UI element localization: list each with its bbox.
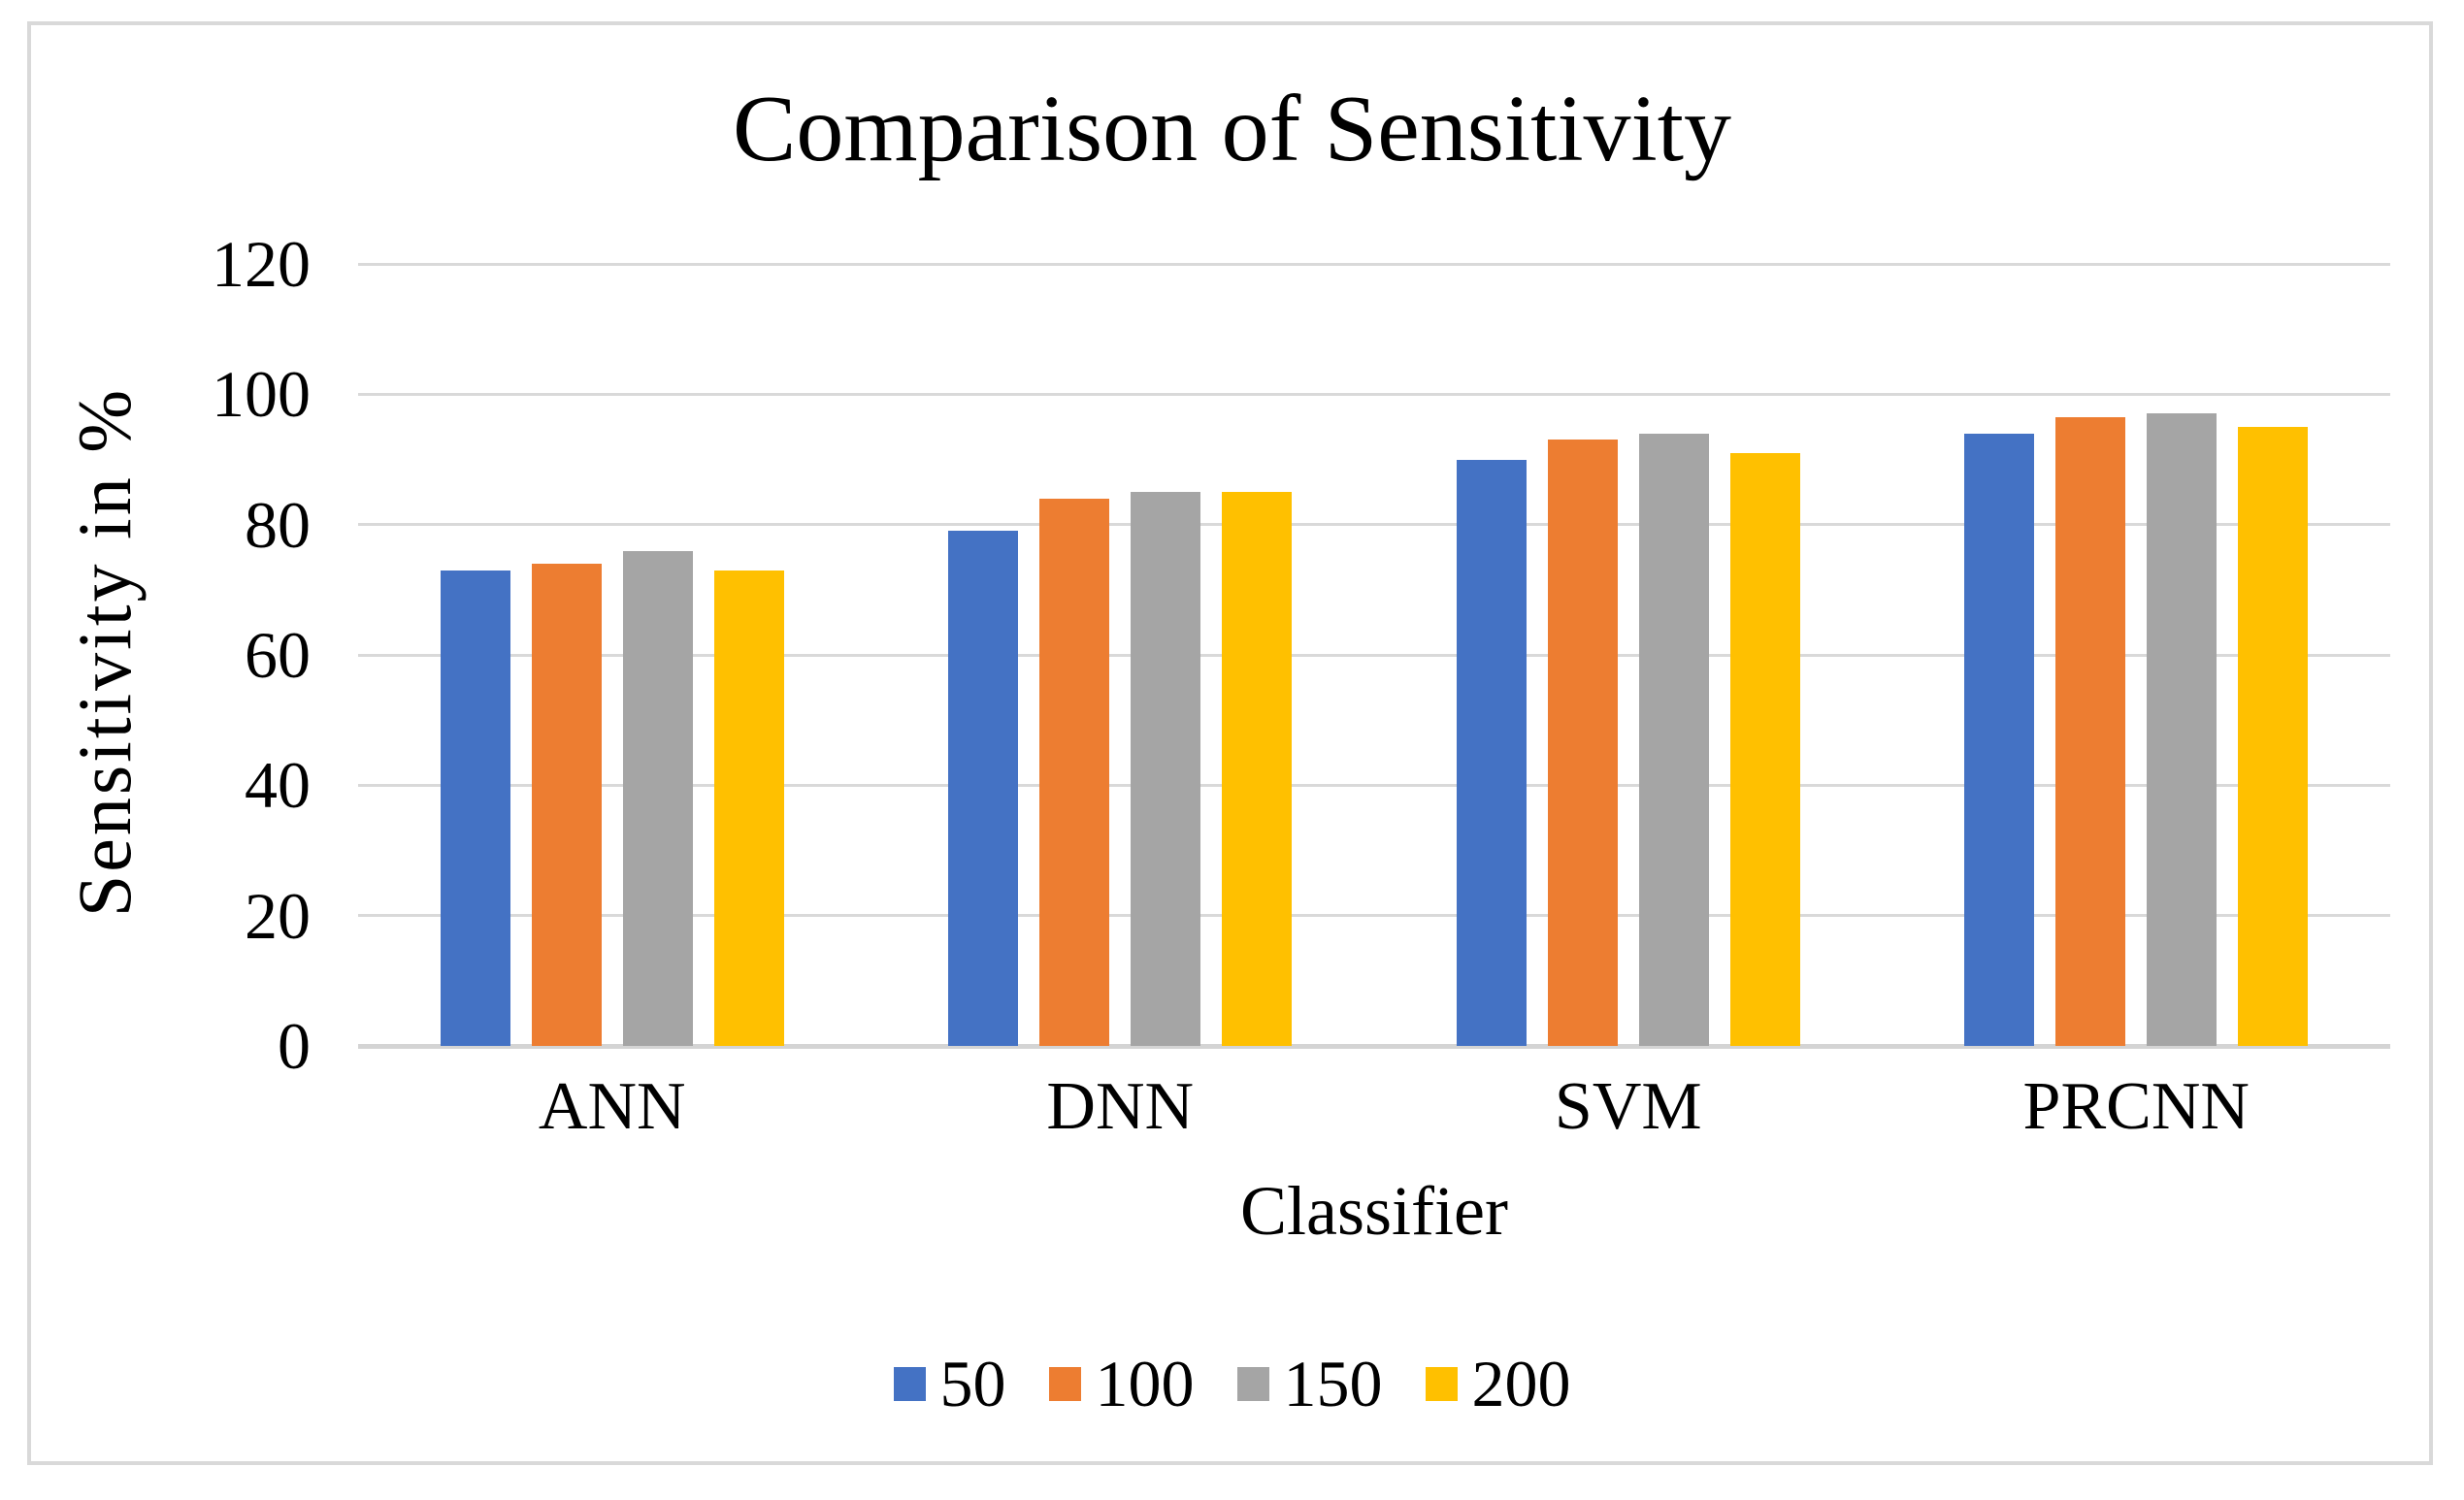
y-tick-label-60: 60 [245,618,311,692]
legend-swatch-100 [1048,1366,1081,1401]
legend-swatch-50 [893,1366,926,1401]
bar-SVM-100 [1547,440,1618,1046]
bar-DNN-200 [1222,492,1293,1046]
x-tick-label-DNN: DNN [1046,1069,1195,1144]
gridline-100 [358,392,2390,396]
bar-ANN-100 [531,563,602,1046]
gridline-40 [358,783,2390,787]
legend: 50 100 150 200 [0,1351,2464,1417]
plot-area [358,262,2390,1049]
bar-PRCNN-150 [2147,413,2218,1046]
y-tick-label-100: 100 [212,357,311,432]
y-tick-label-80: 80 [245,487,311,562]
bar-SVM-50 [1456,459,1527,1046]
bar-ANN-50 [440,570,510,1046]
x-tick-label-SVM: SVM [1554,1069,1702,1144]
legend-swatch-200 [1425,1366,1458,1401]
bar-SVM-200 [1729,452,1800,1046]
legend-label-150: 150 [1283,1347,1383,1420]
legend-label-200: 200 [1471,1347,1571,1420]
legend-swatch-150 [1236,1366,1269,1401]
bar-ANN-150 [622,550,693,1046]
y-tick-label-0: 0 [278,1009,311,1083]
legend-item-150: 150 [1236,1347,1383,1420]
bar-DNN-150 [1131,492,1201,1046]
legend-item-200: 200 [1425,1347,1571,1420]
chart-title: Comparison of Sensitivity [733,77,1731,181]
gridline-20 [358,914,2390,918]
legend-label-100: 100 [1095,1347,1195,1420]
x-tick-label-ANN: ANN [538,1069,686,1144]
x-tick-label-PRCNN: PRCNN [2022,1069,2250,1144]
bar-DNN-100 [1039,498,1110,1046]
y-tick-label-40: 40 [245,748,311,823]
x-axis-line [358,1044,2390,1049]
legend-item-100: 100 [1048,1347,1195,1420]
chart-border [27,21,2433,1465]
bar-PRCNN-50 [1964,433,2035,1046]
y-tick-label-120: 120 [212,227,311,301]
bar-DNN-50 [948,531,1019,1046]
bar-PRCNN-200 [2238,426,2309,1046]
bar-PRCNN-100 [2055,416,2126,1046]
x-axis-title: Classifier [1240,1172,1508,1250]
legend-item-50: 50 [893,1347,1006,1420]
gridline-120 [358,262,2390,266]
bar-SVM-150 [1638,433,1709,1046]
legend-label-50: 50 [939,1347,1006,1420]
gridline-60 [358,653,2390,657]
bar-ANN-200 [713,570,784,1046]
y-tick-label-20: 20 [245,878,311,953]
gridline-80 [358,523,2390,527]
